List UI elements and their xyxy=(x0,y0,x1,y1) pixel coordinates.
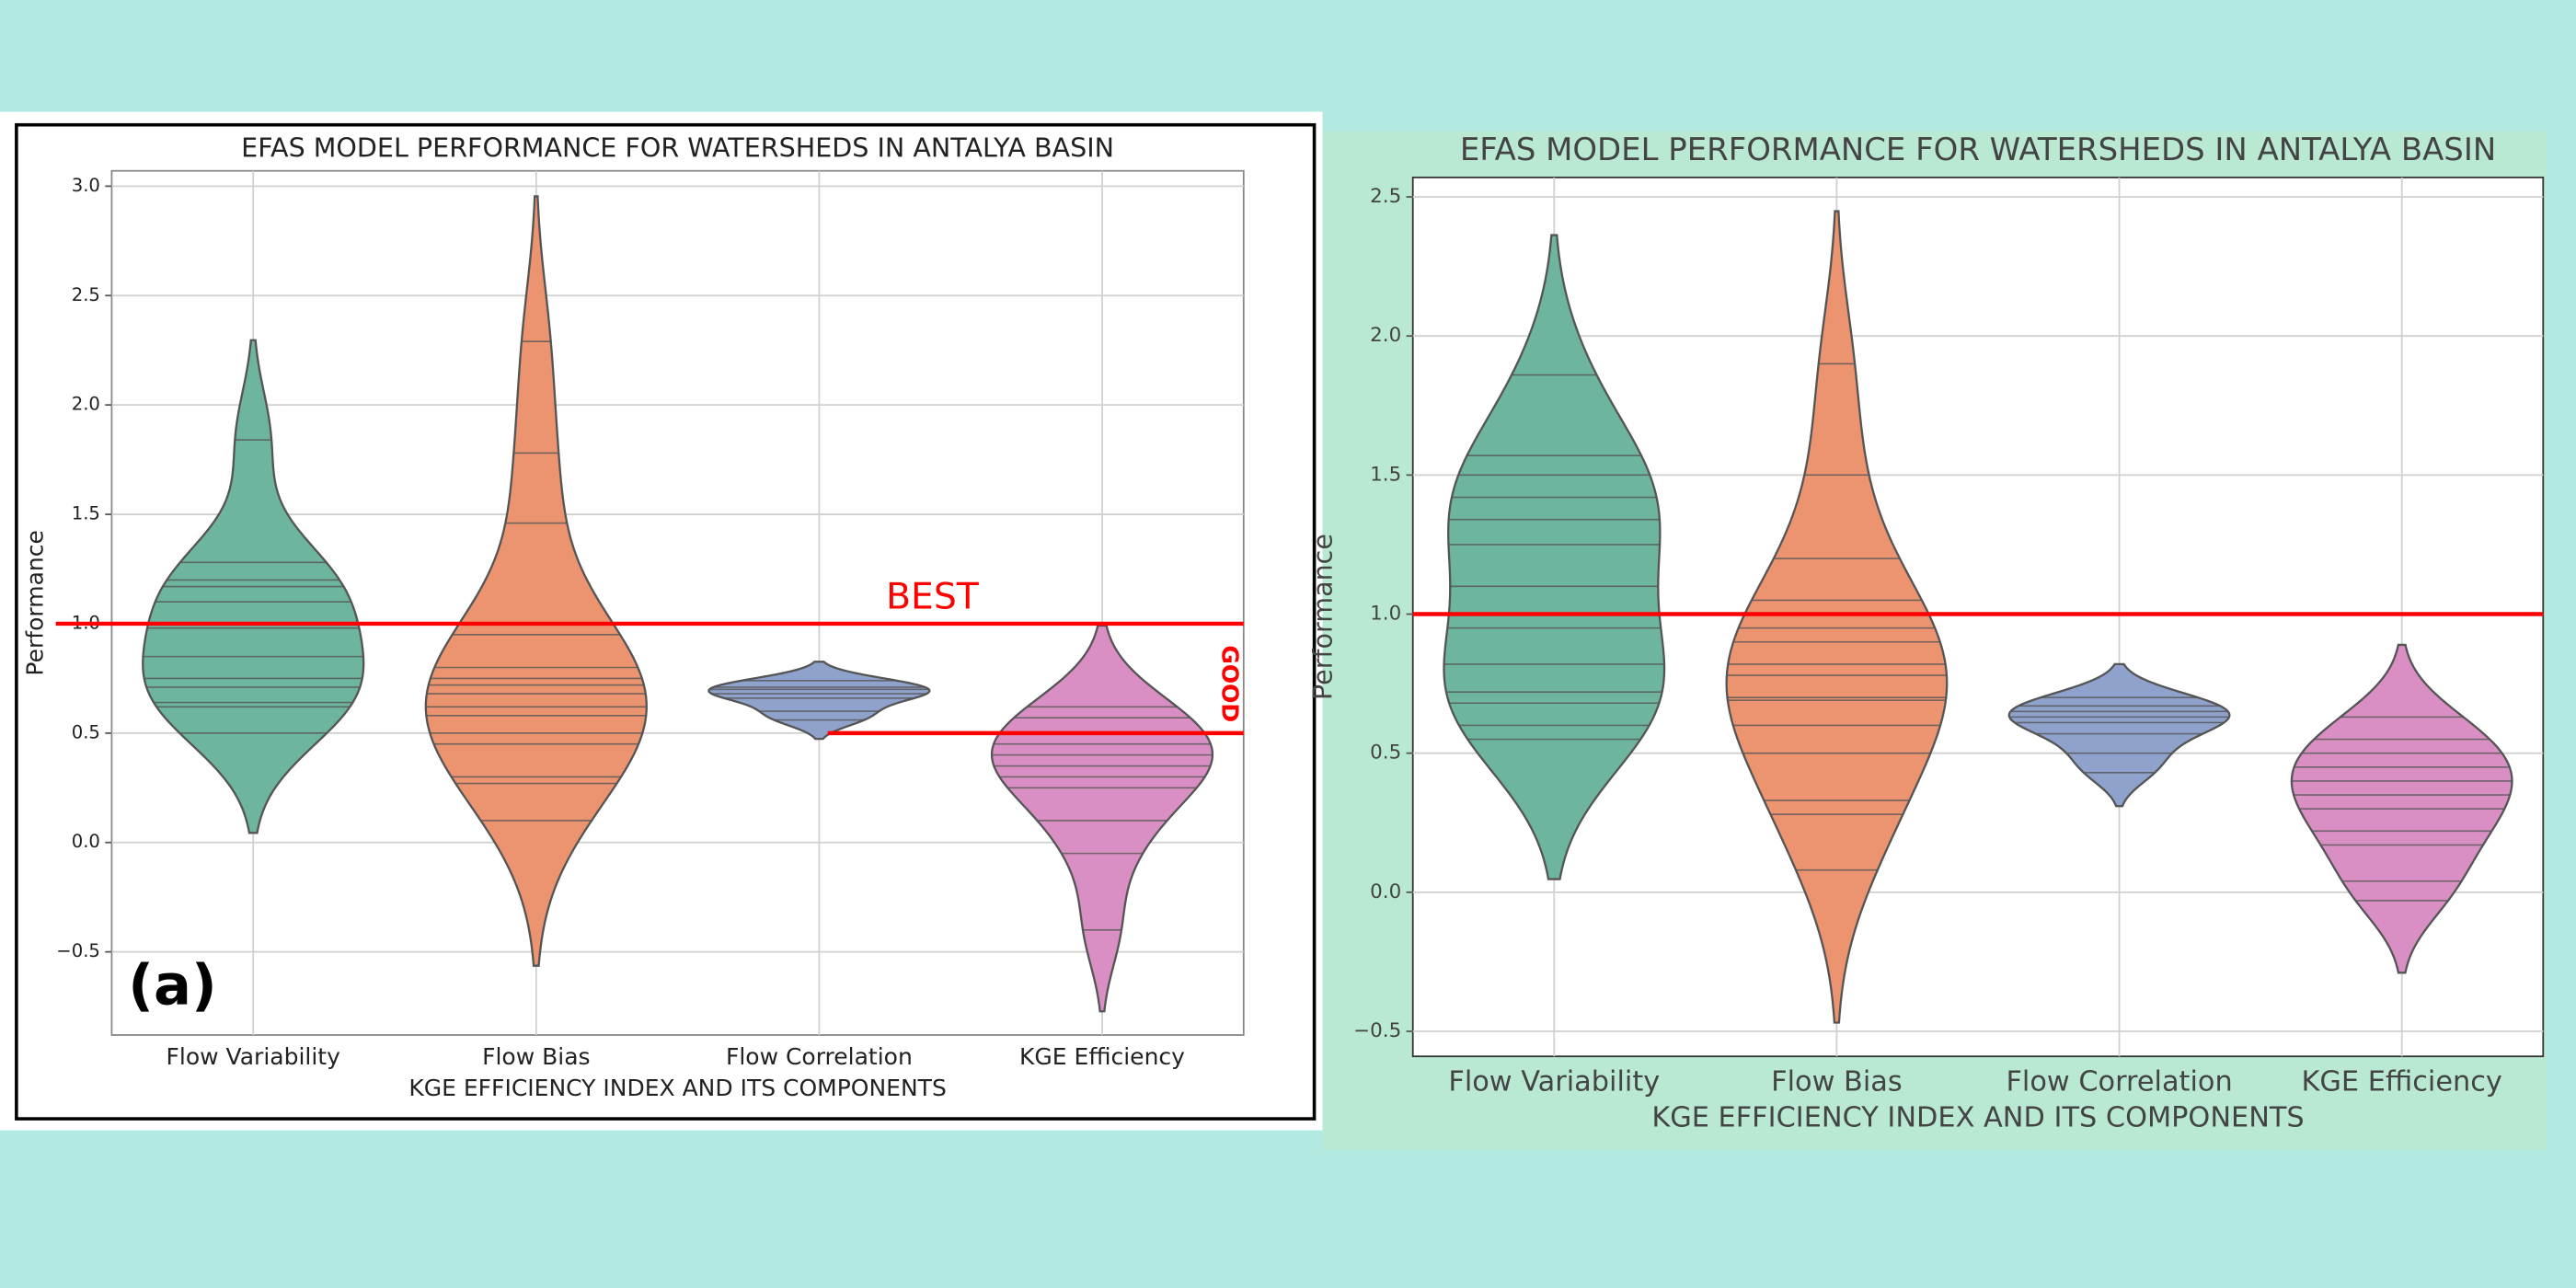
violin xyxy=(1443,234,1666,880)
x-axis-label: KGE EFFICIENCY INDEX AND ITS COMPONENTS xyxy=(1651,1102,2304,1134)
y-tick-label: 2.5 xyxy=(72,284,100,305)
y-tick-label: 2.5 xyxy=(1370,185,1401,208)
x-tick-label: Flow Bias xyxy=(1771,1065,1903,1098)
chart-title: EFAS MODEL PERFORMANCE FOR WATERSHEDS IN… xyxy=(1460,132,2496,167)
reference-label: GOOD xyxy=(1217,645,1244,722)
y-tick-label: 0.5 xyxy=(1370,742,1401,765)
panel-label: (a) xyxy=(128,954,216,1018)
y-tick-label: 2.0 xyxy=(1370,324,1401,347)
violin xyxy=(1725,210,1949,1024)
x-tick-label: Flow Correlation xyxy=(726,1043,913,1070)
y-tick-label: 2.0 xyxy=(72,394,100,415)
y-tick-label: 3.0 xyxy=(72,175,100,196)
y-tick-label: 0.0 xyxy=(72,831,100,852)
x-tick-label: Flow Correlation xyxy=(2006,1065,2232,1098)
left-frame xyxy=(15,122,1317,1121)
x-tick-label: KGE Efficiency xyxy=(2302,1065,2502,1098)
y-tick-label: −0.5 xyxy=(1353,1019,1401,1042)
violin xyxy=(2007,662,2231,808)
y-tick-label: −0.5 xyxy=(56,940,100,961)
y-tick-label: 1.5 xyxy=(1370,463,1401,486)
y-tick-label: 1.0 xyxy=(1370,603,1401,626)
y-tick-label: 0.0 xyxy=(1370,880,1401,903)
x-tick-label: Flow Bias xyxy=(482,1043,590,1070)
x-tick-label: Flow Variability xyxy=(167,1043,341,1070)
y-axis-label: Performance xyxy=(21,530,48,675)
x-tick-label: KGE Efficiency xyxy=(1019,1043,1185,1070)
chart-title: EFAS MODEL PERFORMANCE FOR WATERSHEDS IN… xyxy=(241,132,1114,164)
y-tick-label: 1.5 xyxy=(72,503,100,524)
x-tick-label: Flow Variability xyxy=(1448,1065,1660,1098)
y-tick-label: 0.5 xyxy=(72,721,100,742)
reference-label: BEST xyxy=(886,577,980,618)
y-axis-label: Performance xyxy=(1306,534,1338,700)
x-axis-label: KGE EFFICIENCY INDEX AND ITS COMPONENTS xyxy=(408,1075,946,1101)
